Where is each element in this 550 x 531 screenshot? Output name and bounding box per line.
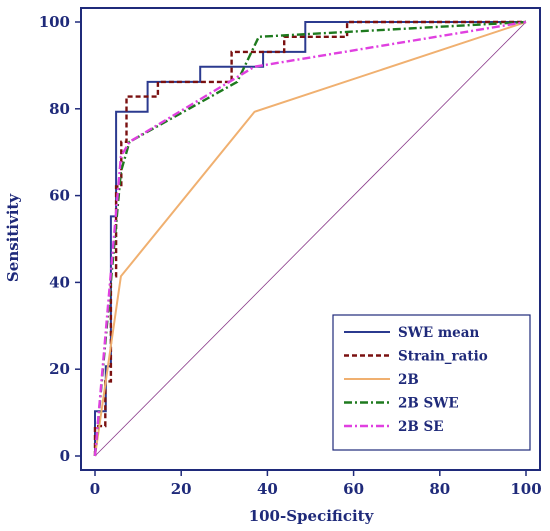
y-tick-label: 20 — [49, 360, 70, 378]
series-line-2b-swe — [93, 20, 527, 457]
legend-label: Strain_ratio — [398, 349, 488, 365]
series-group — [93, 20, 527, 457]
y-axis-ticks: 0 20 40 60 80 100 — [39, 13, 81, 465]
x-axis-title: 100-Specificity — [249, 507, 375, 525]
x-tick-label: 0 — [90, 480, 100, 498]
x-tick-label: 20 — [171, 480, 192, 498]
legend-label: 2B SWE — [398, 396, 459, 412]
x-axis-ticks: 0 20 40 60 80 100 — [90, 470, 542, 498]
y-axis-title: Sensitivity — [4, 193, 22, 282]
y-tick-label: 0 — [60, 447, 70, 465]
y-tick-label: 80 — [49, 100, 70, 118]
reference-diagonal — [94, 21, 527, 457]
x-tick-label: 60 — [343, 480, 364, 498]
x-tick-label: 40 — [257, 480, 278, 498]
legend-label: 2B — [398, 372, 419, 388]
legend-box — [332, 314, 531, 451]
y-tick-label: 100 — [39, 13, 70, 31]
x-tick-label: 100 — [510, 480, 541, 498]
series-line-2b-se — [93, 20, 527, 457]
series-line-strain-ratio — [93, 20, 526, 456]
x-tick-label: 80 — [429, 480, 450, 498]
legend-label: 2B SE — [398, 419, 444, 435]
series-line-2b — [94, 21, 527, 457]
plot-frame — [80, 7, 541, 471]
y-tick-label: 40 — [49, 273, 70, 291]
legend: SWE mean Strain_ratio 2B 2B SWE 2B SE — [332, 314, 531, 451]
y-tick-label: 60 — [49, 187, 70, 205]
legend-label: SWE mean — [398, 325, 480, 341]
